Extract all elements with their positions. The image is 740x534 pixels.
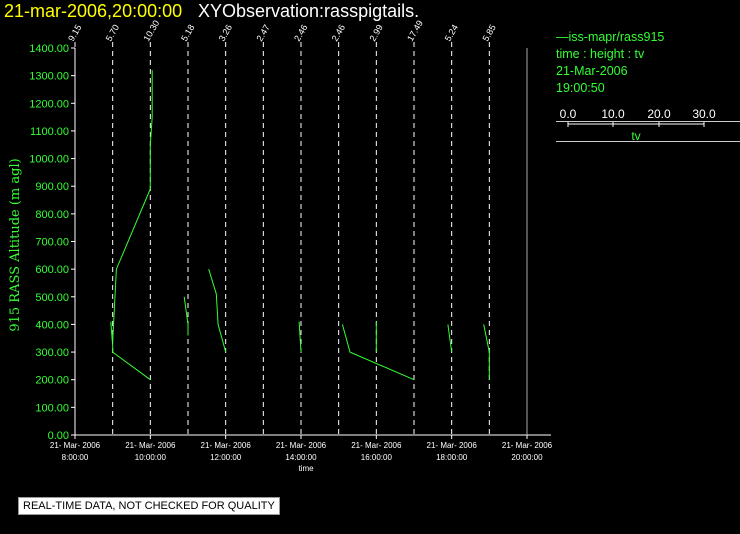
legend-axes-desc: time : height : tv: [556, 47, 645, 61]
profile-traces: [110, 70, 490, 381]
legend-scale-tick: 10.0: [601, 107, 625, 121]
y-tick-label: 1200.00: [29, 98, 69, 110]
x-tick-time-label: 12:00:00: [210, 453, 242, 462]
y-tick-label: 900.00: [35, 181, 69, 193]
legend-panel: —iss-mapr/rass915 time : height : tv 21-…: [556, 30, 740, 143]
y-tick-label: 1100.00: [30, 126, 69, 138]
y-tick-label: 400.00: [35, 319, 69, 331]
profile-trace: [447, 324, 453, 353]
profile-reference-lines: 9.15 5.70 10.30 5.18 3.26 2.47 2.46 2.46 2.99 17.…: [66, 18, 498, 435]
legend-scale-label: tv: [631, 129, 640, 143]
profile-scale-label: 9.15: [66, 23, 83, 43]
profile-scale-label: 2.46: [292, 23, 309, 43]
legend-series: —iss-mapr/rass915: [556, 30, 665, 44]
profile-trace: [298, 321, 302, 353]
profile-scale-label: 3.26: [217, 23, 234, 43]
y-tick-label: 1400.00: [29, 43, 69, 55]
profile-scale-label: 2.46: [330, 23, 347, 43]
profile-scale-label: 5.24: [443, 23, 460, 43]
x-tick-date-label: 21- Mar- 2006: [502, 441, 553, 450]
x-tick-time-label: 16:00:00: [361, 453, 393, 462]
y-tick-label: 700.00: [35, 237, 69, 249]
x-tick-date-label: 21- Mar- 2006: [276, 441, 327, 450]
legend-scale: 0.0 10.0 20.0 30.0 tv: [560, 107, 716, 143]
x-tick-date-label: 21- Mar- 2006: [427, 441, 478, 450]
profile-scale-label: 5.70: [104, 23, 121, 43]
y-tick-label: 200.00: [35, 375, 69, 387]
profile-scale-label: 5.85: [480, 23, 497, 43]
y-tick-label: 300.00: [35, 347, 69, 359]
profile-scale-label: 2.99: [367, 23, 384, 43]
legend-date: 21-Mar-2006: [556, 64, 628, 78]
title-date: 21-mar-2006,20:00:00: [4, 1, 183, 21]
profile-trace: [112, 70, 153, 342]
x-tick-time-label: 8:00:00: [62, 453, 89, 462]
x-tick-time-label: 20:00:00: [511, 453, 543, 462]
x-tick-time-label: 14:00:00: [285, 453, 317, 462]
y-tick-label: 800.00: [35, 209, 69, 221]
profile-trace: [208, 268, 227, 353]
profile-trace: [110, 321, 151, 381]
x-tick-time-label: 10:00:00: [135, 453, 167, 462]
y-tick-label: 600.00: [35, 264, 69, 276]
profile-trace: [183, 296, 189, 336]
x-tick-date-label: 21- Mar- 2006: [201, 441, 252, 450]
profile-trace: [483, 324, 490, 380]
x-axis-label: time: [298, 464, 314, 473]
y-tick-label: 0.00: [48, 430, 69, 442]
legend-scale-tick: 0.0: [560, 107, 577, 121]
x-tick-date-label: 21- Mar- 2006: [351, 441, 402, 450]
y-tick-label: 100.00: [35, 402, 69, 414]
profile-trace: [341, 324, 415, 381]
profile-scale-label: 5.18: [179, 23, 196, 43]
legend-series-label: iss-mapr/rass915: [568, 30, 665, 44]
profile-scale-label: 2.47: [254, 23, 271, 43]
legend-separator: [556, 141, 740, 142]
y-axis-label: 915 RASS Altitude (m agl): [8, 158, 23, 331]
chart-axes: 0.00 100.00 200.00 300.00 400.00 500.00 600.00…: [29, 43, 552, 462]
legend-scale-tick: 30.0: [692, 107, 716, 121]
legend-scale-tick: 20.0: [647, 107, 671, 121]
legend-time: 19:00:50: [556, 81, 605, 95]
title-bar: 21-mar-2006,20:00:00 XYObservation:rassp…: [0, 0, 740, 26]
y-tick-label: 1000.00: [29, 154, 69, 166]
x-tick-time-label: 18:00:00: [436, 453, 468, 462]
x-tick-date-label: 21- Mar- 2006: [125, 441, 176, 450]
profile-scale-label: 17.49: [405, 18, 425, 43]
quality-note: REAL-TIME DATA, NOT CHECKED FOR QUALITY: [18, 497, 280, 515]
y-tick-label: 1300.00: [29, 71, 69, 83]
title-observation: XYObservation:rasspigtails.: [198, 1, 420, 21]
profile-scale-label: 10.30: [141, 18, 161, 43]
legend-separator: [556, 121, 740, 122]
x-tick-date-label: 21- Mar- 2006: [50, 441, 101, 450]
y-tick-label: 500.00: [35, 292, 69, 304]
